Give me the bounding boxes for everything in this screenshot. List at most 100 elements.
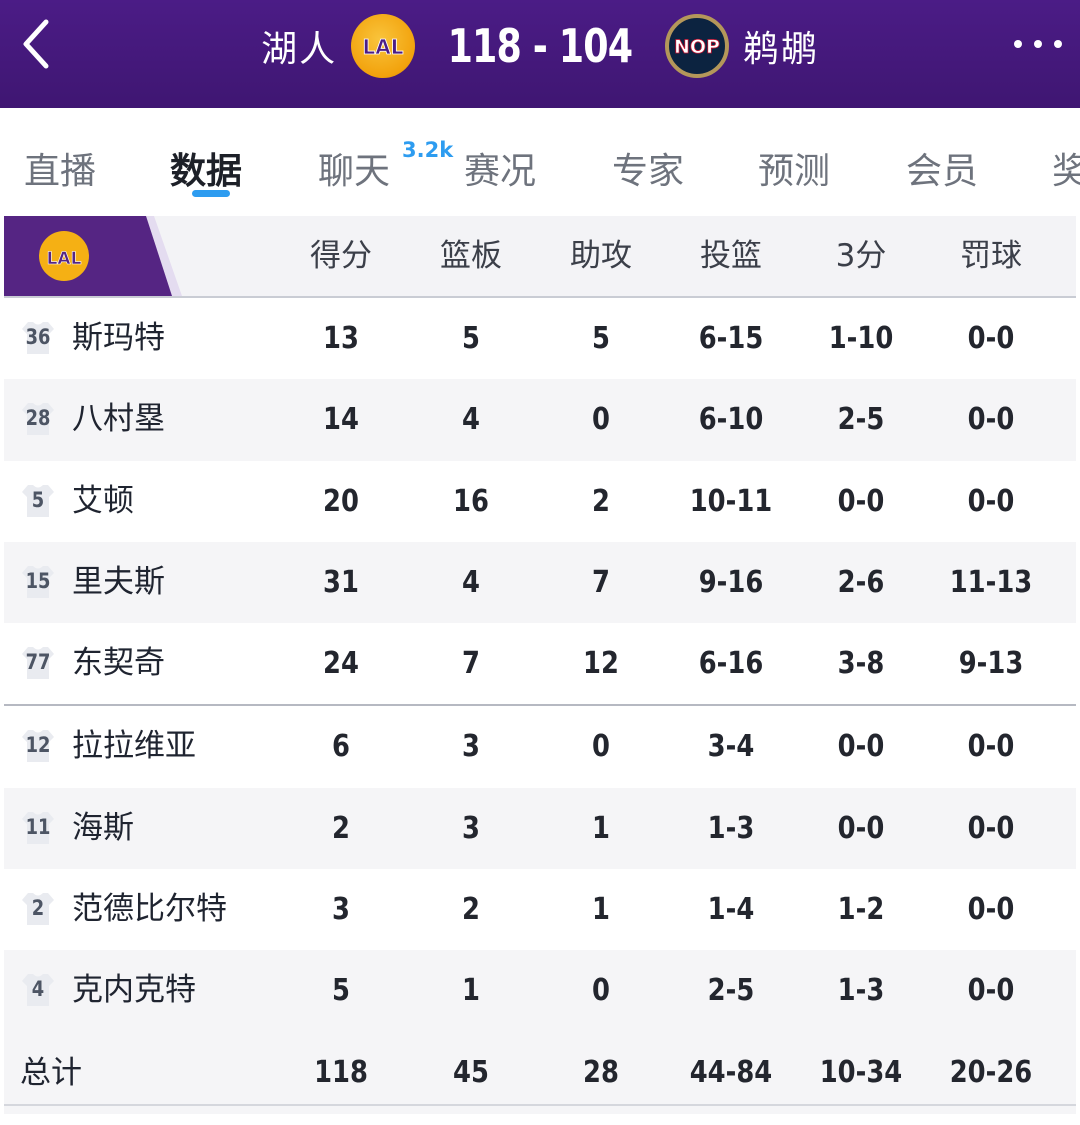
stat-cell: 3-8 — [837, 646, 885, 682]
player-name[interactable]: 拉拉维亚 — [72, 728, 196, 765]
stat-cell: 24 — [323, 646, 359, 682]
tab-data[interactable]: 数据 — [170, 151, 243, 192]
column-header-field-goals[interactable]: 投篮 — [700, 238, 762, 274]
starters-section: 36 斯玛特 13 5 5 6-15 1-10 0-0 28 八村塁 14 4 0 6-10 2-5 0-0 5… — [4, 298, 1076, 704]
player-row[interactable]: 28 八村塁 14 4 0 6-10 2-5 0-0 — [4, 379, 1076, 461]
player-row[interactable]: 2 范德比尔特 3 2 1 1-4 1-2 0-0 — [4, 869, 1076, 950]
player-name[interactable]: 艾顿 — [72, 482, 134, 519]
stat-cell: 1-2 — [837, 892, 885, 928]
jersey-icon: 12 — [20, 728, 56, 764]
jersey-number: 4 — [31, 977, 45, 1002]
table-header: LAL 得分 篮板 助攻 投篮 3分 罚球 — [4, 216, 1076, 298]
stat-cell: 2-5 — [837, 402, 885, 438]
bench-divider — [4, 704, 1076, 707]
tab-bar: 直播 数据 聊天 赛况 专家 预测 会员 奖 — [0, 108, 1080, 204]
team-flag[interactable]: LAL — [4, 216, 184, 296]
column-header-three-pointers[interactable]: 3分 — [835, 238, 887, 274]
player-row[interactable]: 12 拉拉维亚 6 3 0 3-4 0-0 0-0 — [4, 706, 1076, 787]
stat-cell: 6-10 — [698, 402, 764, 438]
stat-cell: 1 — [592, 810, 610, 846]
more-dots-icon[interactable] — [1006, 24, 1070, 64]
stat-cell: 6 — [332, 729, 350, 765]
stat-cell: 16 — [453, 483, 489, 519]
team-flag-logo-text: LAL — [47, 249, 82, 269]
stat-cell: 4 — [462, 402, 480, 438]
table-bottom-border — [4, 1104, 1076, 1106]
jersey-icon: 15 — [20, 564, 56, 600]
jersey-icon: 28 — [20, 401, 56, 437]
stat-cell: 14 — [323, 402, 359, 438]
stat-cell: 13 — [323, 321, 359, 356]
tab-game-status[interactable]: 赛况 — [464, 151, 537, 192]
stat-cell: 1-3 — [707, 810, 755, 846]
jersey-icon: 77 — [20, 645, 56, 681]
stat-cell: 7 — [462, 646, 480, 682]
pelicans-logo-text: NOP — [674, 36, 720, 58]
player-row[interactable]: 5 艾顿 20 16 2 10-11 0-0 0-0 — [4, 461, 1076, 542]
jersey-number: 77 — [25, 650, 51, 675]
player-name[interactable]: 海斯 — [72, 809, 134, 846]
bench-section: 12 拉拉维亚 6 3 0 3-4 0-0 0-0 11 海斯 2 3 1 1-3 0-0 0-0 2 范德比尔特… — [4, 706, 1076, 1032]
stat-cell: 0 — [592, 402, 610, 438]
total-stat: 45 — [453, 1054, 489, 1090]
stat-cell: 5 — [332, 973, 350, 1009]
stat-cell: 3 — [462, 810, 480, 846]
player-row[interactable]: 4 克内克特 5 1 0 2-5 1-3 0-0 — [4, 950, 1076, 1032]
player-row[interactable]: 36 斯玛特 13 5 5 6-15 1-10 0-0 — [4, 298, 1076, 379]
jersey-icon: 11 — [20, 810, 56, 846]
stat-cell: 0-0 — [967, 973, 1015, 1009]
game-header: 湖人 LAL 118 - 104 NOP 鹈鹕 — [0, 0, 1080, 108]
total-stat: 10-34 — [819, 1054, 903, 1090]
column-header-assists[interactable]: 助攻 — [570, 238, 632, 274]
stat-cell: 3 — [332, 892, 350, 928]
tab-chat[interactable]: 聊天 — [318, 151, 391, 192]
stat-cell: 31 — [323, 564, 359, 600]
jersey-number: 5 — [31, 487, 45, 512]
stat-cell: 1-10 — [828, 321, 894, 356]
stat-cell: 5 — [592, 321, 610, 356]
stat-cell: 11-13 — [949, 564, 1033, 600]
jersey-number: 11 — [25, 814, 51, 839]
stat-cell: 0-0 — [967, 483, 1015, 519]
player-row[interactable]: 77 东契奇 24 7 12 6-16 3-8 9-13 — [4, 623, 1076, 704]
column-header-free-throws[interactable]: 罚球 — [960, 238, 1022, 274]
jersey-icon: 36 — [20, 320, 56, 356]
stat-cell: 0-0 — [837, 729, 885, 765]
tab-prediction[interactable]: 预测 — [758, 151, 831, 192]
stat-cell: 0-0 — [967, 321, 1015, 356]
stat-cell: 1 — [592, 892, 610, 928]
player-name[interactable]: 斯玛特 — [72, 320, 165, 356]
total-stat: 20-26 — [949, 1054, 1033, 1090]
jersey-number: 28 — [25, 406, 51, 431]
total-stat: 44-84 — [689, 1054, 773, 1090]
player-name[interactable]: 里夫斯 — [72, 563, 165, 600]
pelicans-logo[interactable]: NOP — [664, 14, 729, 78]
jersey-icon: 5 — [20, 483, 56, 519]
box-score-table: LAL 得分 篮板 助攻 投篮 3分 罚球 36 斯玛特 13 5 5 6-15 1-10 0… — [4, 216, 1076, 1114]
tab-experts[interactable]: 专家 — [612, 151, 685, 192]
stat-cell: 2 — [592, 483, 610, 519]
chevron-left-icon[interactable] — [14, 14, 58, 74]
home-team-name[interactable]: 湖人 — [261, 29, 338, 70]
stat-cell: 7 — [592, 564, 610, 600]
stat-cell: 5 — [462, 321, 480, 356]
stat-cell: 0 — [592, 729, 610, 765]
stat-cell: 3 — [462, 729, 480, 765]
stat-cell: 0-0 — [837, 483, 885, 519]
column-header-rebounds[interactable]: 篮板 — [440, 238, 502, 274]
stat-cell: 1 — [462, 973, 480, 1009]
jersey-icon: 4 — [20, 972, 56, 1008]
player-name[interactable]: 八村塁 — [72, 401, 165, 438]
tab-prize[interactable]: 奖 — [1052, 151, 1080, 192]
player-name[interactable]: 范德比尔特 — [72, 891, 227, 928]
away-team-name[interactable]: 鹈鹕 — [742, 29, 819, 70]
lakers-logo[interactable]: LAL — [351, 14, 416, 78]
stat-cell: 10-11 — [689, 483, 773, 519]
tab-live[interactable]: 直播 — [24, 151, 97, 192]
player-row[interactable]: 15 里夫斯 31 4 7 9-16 2-6 11-13 — [4, 541, 1076, 624]
player-row[interactable]: 11 海斯 2 3 1 1-3 0-0 0-0 — [4, 787, 1076, 870]
column-header-points[interactable]: 得分 — [310, 238, 372, 274]
player-name[interactable]: 克内克特 — [72, 972, 196, 1009]
tab-membership[interactable]: 会员 — [906, 151, 979, 192]
player-name[interactable]: 东契奇 — [72, 645, 165, 682]
